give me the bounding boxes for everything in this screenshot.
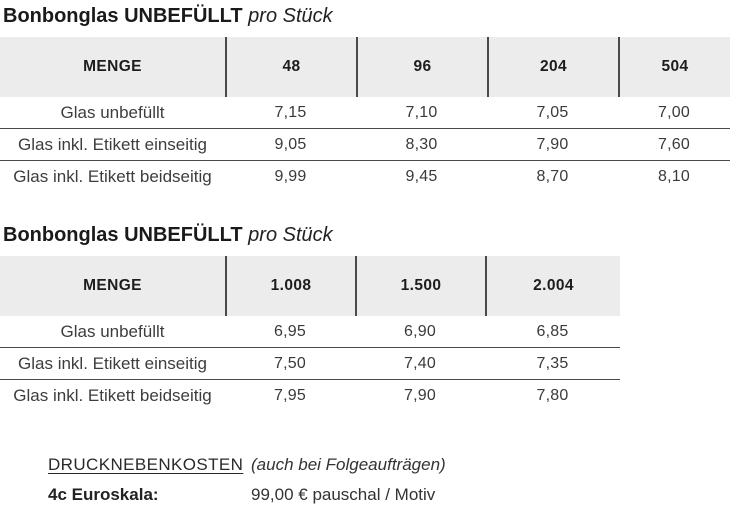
table-1-header-qty-204: 204 (487, 37, 618, 97)
table-row: Glas unbefüllt 7,15 7,10 7,05 7,00 (0, 97, 730, 129)
table-row: Glas inkl. Etikett beidseitig 9,99 9,45 … (0, 161, 730, 193)
table-row: Glas unbefüllt 6,95 6,90 6,85 (0, 316, 620, 348)
price-cell: 7,95 (274, 387, 306, 404)
price-cell: 6,85 (536, 322, 569, 340)
row-label: Glas inkl. Etikett beidseitig (13, 167, 212, 186)
price-cell: 7,10 (405, 103, 438, 121)
drucknebenkosten-label: DRUCKNEBENKOSTEN (48, 455, 244, 474)
price-cell: 7,90 (536, 135, 569, 153)
price-cell: 6,90 (404, 322, 436, 340)
table-row: Glas inkl. Etikett einseitig 7,50 7,40 7… (0, 348, 620, 380)
price-cell: 7,15 (274, 103, 307, 121)
table-1-header-row: MENGE 48 96 204 504 (0, 37, 730, 97)
row-label: Glas inkl. Etikett beidseitig (13, 386, 212, 405)
print-costs-footer: DRUCKNEBENKOSTEN (auch bei Folgeaufträge… (48, 455, 730, 505)
euroskala-label: 4c Euroskala: (48, 485, 159, 504)
price-cell: 7,90 (404, 387, 436, 404)
row-label: Glas inkl. Etikett einseitig (18, 134, 207, 154)
price-cell: 8,10 (658, 168, 690, 185)
euroskala-value: 99,00 € pauschal / Motiv (251, 485, 436, 504)
price-cell: 9,99 (274, 168, 307, 185)
table-1-header-qty-48: 48 (225, 37, 356, 97)
table-1-title: Bonbonglas UNBEFÜLLT pro Stück (3, 5, 730, 28)
table-1-header-qty-96: 96 (356, 37, 487, 97)
price-cell: 7,50 (274, 354, 306, 372)
table-2-title-unit: pro Stück (248, 224, 333, 246)
price-cell: 9,05 (274, 135, 307, 153)
price-cell: 9,45 (405, 168, 438, 185)
price-cell: 7,40 (404, 354, 436, 372)
table-2-header-qty-2004: 2.004 (485, 256, 620, 316)
table-2-header-qty-1500: 1.500 (355, 256, 485, 316)
price-cell: 6,95 (274, 322, 306, 340)
price-list-page: Bonbonglas UNBEFÜLLT pro Stück MENGE 48 … (0, 5, 730, 505)
row-label: Glas unbefüllt (60, 321, 165, 341)
table-1-header-menge: MENGE (83, 58, 142, 75)
price-cell: 7,00 (658, 103, 690, 121)
folgeauftraege-note: (auch bei Folgeaufträgen) (251, 455, 446, 474)
table-2-header-menge: MENGE (83, 277, 142, 294)
price-cell: 7,80 (536, 387, 569, 404)
table-1-header-qty-504: 504 (618, 37, 730, 97)
price-cell: 7,35 (536, 354, 569, 372)
price-cell: 8,70 (536, 168, 569, 185)
table-2-header-row: MENGE 1.008 1.500 2.004 (0, 256, 620, 316)
table-1-title-unit: pro Stück (248, 5, 333, 27)
row-label: Glas unbefüllt (60, 102, 165, 122)
price-cell: 7,60 (658, 135, 690, 153)
table-2-title: Bonbonglas UNBEFÜLLT pro Stück (3, 224, 730, 247)
table-1-title-product: Bonbonglas UNBEFÜLLT (3, 5, 243, 27)
price-table-section-1: Bonbonglas UNBEFÜLLT pro Stück MENGE 48 … (0, 5, 730, 193)
table-2-header-qty-1008: 1.008 (225, 256, 355, 316)
table-2-title-product: Bonbonglas UNBEFÜLLT (3, 224, 243, 246)
price-cell: 8,30 (405, 135, 438, 153)
row-label: Glas inkl. Etikett einseitig (18, 353, 207, 373)
price-table-section-2: Bonbonglas UNBEFÜLLT pro Stück MENGE 1.0… (0, 224, 730, 412)
table-row: Glas inkl. Etikett einseitig 9,05 8,30 7… (0, 129, 730, 161)
price-cell: 7,05 (536, 103, 569, 121)
table-row: Glas inkl. Etikett beidseitig 7,95 7,90 … (0, 380, 620, 412)
